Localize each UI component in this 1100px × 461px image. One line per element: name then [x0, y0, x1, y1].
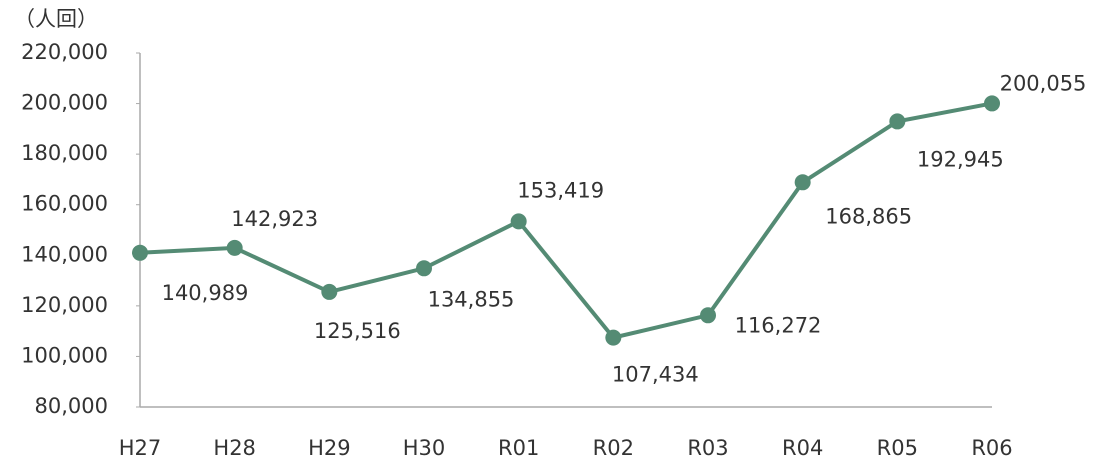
- data-label: 142,923: [231, 207, 318, 231]
- point: [132, 244, 148, 261]
- point: [510, 213, 527, 230]
- x-tick-label: H28: [213, 436, 256, 460]
- data-label: 134,855: [428, 287, 515, 311]
- point: [700, 307, 716, 324]
- x-tick-label: R02: [593, 436, 634, 460]
- x-tick-label: H30: [403, 436, 446, 460]
- data-label: 200,055: [1000, 71, 1087, 95]
- point: [984, 95, 1000, 112]
- x-tick-label: R06: [971, 436, 1012, 460]
- y-tick-label: 200,000: [21, 91, 108, 115]
- y-tick-label: 140,000: [21, 242, 108, 266]
- y-tick-label: 120,000: [21, 293, 108, 317]
- data-label: 107,434: [612, 363, 699, 387]
- y-tick-label: 160,000: [21, 192, 108, 216]
- y-tick-label: 220,000: [21, 40, 108, 64]
- point: [605, 329, 622, 346]
- y-tick-label: 180,000: [21, 141, 108, 165]
- data-label: 125,516: [314, 319, 401, 343]
- x-tick-label: R05: [877, 436, 918, 460]
- x-tick-label: H27: [119, 436, 162, 460]
- y-axis-unit: （人回）: [14, 7, 98, 31]
- data-label: 192,945: [917, 147, 1004, 171]
- y-tick-label: 100,000: [21, 343, 108, 367]
- x-tick-label: R03: [687, 436, 728, 460]
- line: [139, 101, 993, 340]
- point: [226, 239, 243, 256]
- point: [889, 113, 906, 130]
- x-tick-label: R01: [498, 436, 539, 460]
- point: [321, 283, 338, 300]
- data-label: 153,419: [517, 178, 604, 202]
- data-label: 116,272: [735, 313, 822, 337]
- y-tick-label: 80,000: [35, 394, 108, 418]
- data-label: 140,989: [162, 281, 249, 305]
- point: [794, 174, 811, 191]
- x-tick-label: H29: [308, 436, 351, 460]
- x-tick-label: R04: [782, 436, 823, 460]
- point: [416, 260, 432, 277]
- data-label: 168,865: [825, 204, 912, 228]
